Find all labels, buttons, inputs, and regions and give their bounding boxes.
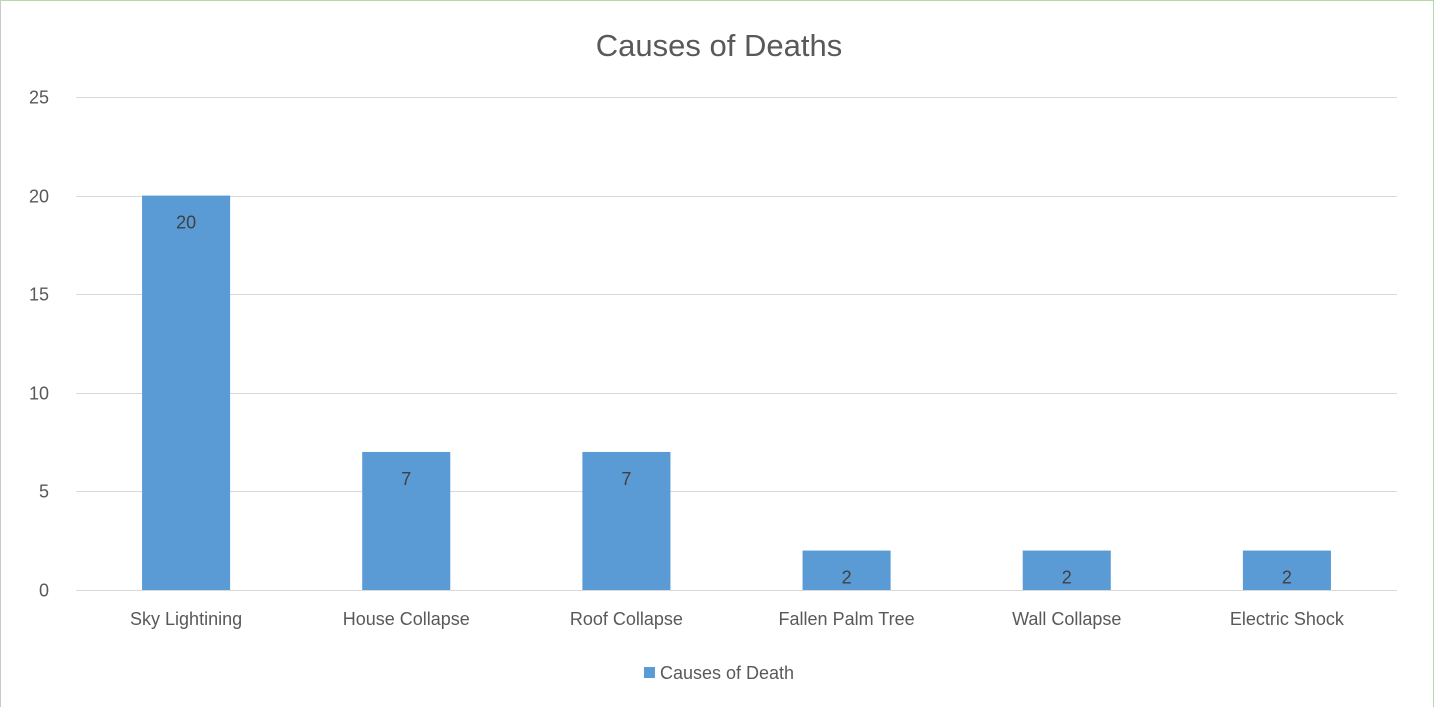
x-tick-label: Roof Collapse [570, 609, 683, 629]
data-label: 2 [1062, 568, 1072, 588]
x-tick-label: Sky Lightining [130, 609, 242, 629]
data-label: 20 [176, 213, 196, 233]
legend: Causes of Death [643, 663, 794, 683]
data-label: 2 [842, 568, 852, 588]
legend-swatch [643, 667, 655, 678]
x-axis-categories: Sky Lightining House Collapse Roof Collaps… [130, 609, 1345, 629]
bar [802, 550, 891, 590]
data-label: 7 [621, 469, 631, 489]
data-labels: 20 7 7 2 2 2 [176, 213, 1292, 588]
bars [142, 195, 1331, 590]
y-tick-label: 15 [29, 285, 49, 305]
data-label: 2 [1282, 568, 1292, 588]
y-tick-label: 5 [39, 482, 49, 502]
gridlines [76, 97, 1397, 591]
x-tick-label: Wall Collapse [1012, 609, 1121, 629]
legend-label: Causes of Death [660, 663, 794, 683]
x-tick-label: Electric Shock [1230, 609, 1345, 629]
y-tick-label: 0 [39, 581, 49, 601]
y-axis-ticks: 0 5 10 15 20 25 [29, 88, 49, 601]
y-tick-label: 20 [29, 187, 49, 207]
bar [1022, 550, 1111, 590]
y-tick-label: 10 [29, 384, 49, 404]
data-label: 7 [401, 469, 411, 489]
bar [142, 195, 231, 590]
bar [1242, 550, 1331, 590]
x-tick-label: Fallen Palm Tree [779, 609, 915, 629]
bar [362, 451, 451, 590]
chart-title: Causes of Deaths [596, 28, 842, 63]
x-tick-label: House Collapse [343, 609, 470, 629]
bar [582, 451, 671, 590]
y-tick-label: 25 [29, 88, 49, 108]
